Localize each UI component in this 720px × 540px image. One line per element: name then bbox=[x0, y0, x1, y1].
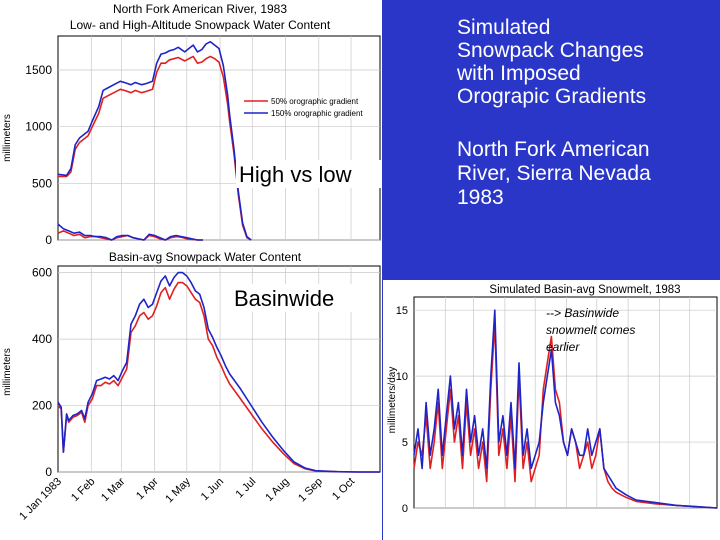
c2-xtick-9: 1 Oct bbox=[330, 476, 357, 503]
c2-ytick-0: 0 bbox=[45, 465, 52, 479]
c1-ytick-3: 1500 bbox=[25, 63, 52, 77]
chart2-ylabel: millimeters bbox=[2, 348, 13, 396]
c3-series-1 bbox=[413, 309, 718, 509]
c2-xtick-1: 1 Feb bbox=[69, 476, 97, 504]
high-vs-low-label: High vs low bbox=[239, 162, 352, 187]
chart1-legend: 50% orographic gradient 150% orographic … bbox=[244, 97, 363, 118]
legend-item-50: 50% orographic gradient bbox=[271, 97, 359, 106]
basin-avg-snowpack-chart: Basin-avg Snowpack Water Content millime… bbox=[2, 250, 381, 523]
chart1-plot-frame bbox=[57, 35, 381, 241]
annotation-line-1: snowmelt comes bbox=[546, 323, 635, 337]
basin-avg-snowmelt-chart: Simulated Basin-avg Snowmelt, 1983 milli… bbox=[387, 284, 718, 515]
slide-title: Simulated Snowpack Changes with Imposed … bbox=[457, 16, 647, 108]
snowmelt-panel: Simulated Basin-avg Snowmelt, 1983 milli… bbox=[383, 280, 720, 540]
left-panel: North Fork American River, 1983 Low- and… bbox=[0, 0, 382, 540]
high-low-snowpack-chart: North Fork American River, 1983 Low- and… bbox=[2, 2, 382, 247]
c2-xtick-6: 1 Jul bbox=[233, 476, 258, 501]
c2-xtick-5: 1 Jun bbox=[199, 476, 227, 504]
c2-xtick-2: 1 Mar bbox=[99, 475, 128, 504]
c3-ytick-0: 0 bbox=[402, 503, 408, 515]
c2-xtick-7: 1 Aug bbox=[263, 476, 291, 504]
c2-xtick-0: 1 Jan 1983 bbox=[17, 476, 64, 523]
c2-xtick-4: 1 May bbox=[163, 475, 193, 505]
legend-item-150: 150% orographic gradient bbox=[271, 109, 363, 118]
chart1-subtitle: Low- and High-Altitude Snowpack Water Co… bbox=[70, 18, 331, 32]
c1-ytick-1: 500 bbox=[32, 176, 52, 190]
c2-ytick-2: 400 bbox=[32, 332, 52, 346]
c1-ytick-0: 0 bbox=[45, 233, 52, 247]
c1-series-3 bbox=[57, 223, 203, 241]
chart2-title: Basin-avg Snowpack Water Content bbox=[109, 250, 302, 264]
slide-subtitle: North Fork American River, Sierra Nevada… bbox=[457, 138, 651, 209]
c1-series-1 bbox=[57, 40, 252, 241]
c3-ytick-1: 5 bbox=[402, 437, 408, 449]
chart1-ylabel: millimeters bbox=[2, 114, 13, 162]
annotation-line-0: --> Basinwide bbox=[546, 306, 619, 320]
c1-series-0 bbox=[58, 55, 252, 241]
snowmelt-annotation: --> Basinwide snowmelt comes earlier bbox=[546, 306, 635, 354]
annotation-line-2: earlier bbox=[546, 340, 580, 354]
c2-xtick-8: 1 Sep bbox=[296, 476, 325, 505]
c2-xtick-3: 1 Apr bbox=[134, 475, 161, 502]
c3-ytick-2: 10 bbox=[396, 371, 408, 383]
slide-text: Simulated Snowpack Changes with Imposed … bbox=[457, 16, 712, 210]
basinwide-label: Basinwide bbox=[234, 286, 334, 311]
c3-ytick-3: 15 bbox=[396, 305, 408, 317]
c2-series-1 bbox=[57, 271, 380, 473]
c1-ytick-2: 1000 bbox=[25, 120, 52, 134]
c2-ytick-3: 600 bbox=[32, 266, 52, 280]
chart3-title: Simulated Basin-avg Snowmelt, 1983 bbox=[489, 284, 680, 296]
chart1-title: North Fork American River, 1983 bbox=[113, 2, 287, 16]
chart3-ylabel: millimeters/day bbox=[387, 367, 398, 434]
c2-ytick-1: 200 bbox=[32, 399, 52, 413]
